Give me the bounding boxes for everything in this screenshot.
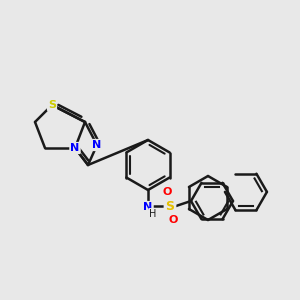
Text: S: S: [48, 100, 56, 110]
Text: S: S: [166, 200, 175, 212]
Text: N: N: [70, 143, 80, 153]
Text: N: N: [92, 140, 102, 150]
Text: O: O: [168, 215, 178, 225]
Text: O: O: [162, 187, 172, 197]
Text: N: N: [143, 202, 153, 212]
Text: H: H: [149, 209, 157, 219]
